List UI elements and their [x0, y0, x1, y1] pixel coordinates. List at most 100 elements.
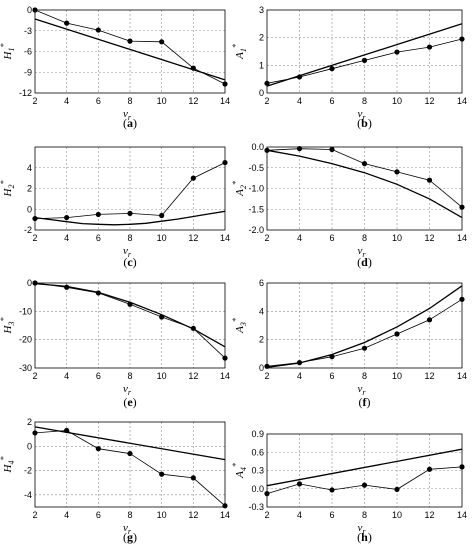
data-point: [159, 471, 165, 477]
x-tick-label: 2: [264, 371, 269, 381]
y-tick-label: -0.3: [248, 502, 264, 512]
data-point: [361, 57, 368, 63]
data-point: [264, 491, 270, 497]
y-axis-label: H1*: [0, 44, 16, 61]
x-tick-label: 4: [297, 233, 302, 243]
x-tick-label: 4: [297, 371, 302, 381]
x-tick-label: 10: [157, 510, 167, 520]
y-tick-label: 2: [27, 417, 32, 427]
x-tick-label: 12: [424, 96, 434, 106]
measured-line: [266, 148, 463, 208]
subfigure-label: (a): [123, 116, 137, 130]
y-tick-label: -0.5: [248, 163, 264, 173]
fitted-curve: [266, 448, 463, 487]
x-axis-label: vr: [357, 245, 366, 259]
x-tick-label: 8: [127, 510, 132, 520]
x-tick-label: 8: [362, 233, 367, 243]
y-tick-label: 1: [259, 60, 264, 70]
y-tick-label: 0: [259, 88, 264, 98]
x-tick-label: 8: [127, 233, 132, 243]
data-point: [459, 464, 465, 470]
y-tick-label: 0: [27, 278, 32, 288]
panel-h: 2 4 6 8 10 12 14 0.9 0.6 0.3 0.0 -0.3 A4* vr(h): [231, 429, 467, 544]
y-tick-label: -9: [24, 67, 32, 77]
x-axis-label: vr: [357, 108, 366, 122]
y-tick-label: 3: [259, 5, 264, 15]
subfigure-label: (g): [123, 530, 137, 544]
y-axis-label: H4*: [0, 457, 16, 474]
x-tick-label: 10: [392, 96, 402, 106]
x-tick-label: 6: [96, 510, 101, 520]
fitted-curve: [266, 149, 463, 219]
data-point: [127, 38, 133, 44]
plot-frame: [34, 282, 226, 369]
y-axis-label: A3*: [231, 318, 248, 334]
y-tick-label: 6: [259, 278, 264, 288]
data-point: [394, 49, 400, 55]
x-tick-label: 10: [157, 96, 167, 106]
x-tick-label: 10: [157, 233, 167, 243]
y-tick-label: 2: [27, 184, 32, 194]
panel-g: 2 4 6 8 10 12 14 2 0 -2 -4 H4* vr(g): [0, 417, 230, 544]
x-tick-label: 8: [362, 96, 367, 106]
y-tick-label: 0.6: [251, 447, 264, 457]
data-point: [95, 446, 101, 452]
x-tick-label: 14: [220, 233, 230, 243]
data-point: [64, 214, 70, 221]
x-tick-label: 6: [329, 233, 334, 243]
data-point: [361, 345, 368, 351]
data-point: [329, 487, 335, 493]
data-point: [329, 66, 335, 72]
x-tick-label: 4: [64, 510, 69, 520]
x-axis-label: vr: [123, 522, 132, 536]
x-tick-label: 14: [457, 371, 467, 381]
x-tick-label: 4: [64, 371, 69, 381]
x-tick-label: 8: [362, 510, 367, 520]
x-tick-label: 2: [32, 96, 37, 106]
data-point: [222, 81, 228, 87]
y-axis-label: A2*: [231, 181, 248, 197]
y-tick-label: 2: [259, 33, 264, 43]
x-axis-label: vr: [357, 522, 366, 536]
data-point: [394, 169, 400, 175]
y-tick-label: -20: [19, 335, 32, 345]
x-tick-label: 6: [96, 371, 101, 381]
y-tick-label: 0.0: [251, 142, 264, 152]
x-tick-label: 12: [188, 371, 198, 381]
data-point: [394, 486, 400, 492]
x-tick-label: 8: [362, 371, 367, 381]
panel-d: 2 4 6 8 10 12 14 0.0 -0.5 -1.0 -1.5 -2.0 A2* vr(d): [231, 142, 467, 269]
y-tick-label: 4: [259, 306, 264, 316]
x-tick-label: 2: [264, 233, 269, 243]
x-tick-label: 2: [32, 510, 37, 520]
x-axis-label: vr: [123, 383, 132, 397]
y-tick-label: 0: [27, 441, 32, 451]
fitted-curve: [266, 285, 463, 368]
data-point: [222, 159, 228, 166]
data-point: [394, 331, 400, 337]
plot-frame: [34, 9, 226, 94]
y-tick-label: 0.0: [251, 484, 264, 494]
x-tick-label: 2: [32, 233, 37, 243]
data-point: [459, 204, 465, 210]
panel-a: 2 4 6 8 10 12 14 0 -3 -6 -9 -12 H1* vr(a): [0, 5, 230, 130]
data-point: [329, 146, 335, 153]
data-point: [32, 7, 38, 13]
x-tick-label: 6: [329, 371, 334, 381]
x-tick-label: 14: [457, 233, 467, 243]
data-point: [426, 44, 433, 50]
x-tick-label: 10: [392, 233, 402, 243]
x-tick-label: 14: [457, 96, 467, 106]
x-tick-label: 14: [457, 510, 467, 520]
data-point: [296, 481, 303, 487]
fitted-curve: [34, 18, 226, 81]
subfigure-label: (d): [357, 255, 372, 269]
data-point: [426, 466, 433, 472]
panel-e: 2 4 6 8 10 12 14 0 -10 -20 -30 H3* vr(e): [0, 278, 230, 409]
data-point: [32, 280, 38, 286]
y-tick-label: -2.0: [248, 225, 264, 235]
x-tick-label: 2: [264, 96, 269, 106]
